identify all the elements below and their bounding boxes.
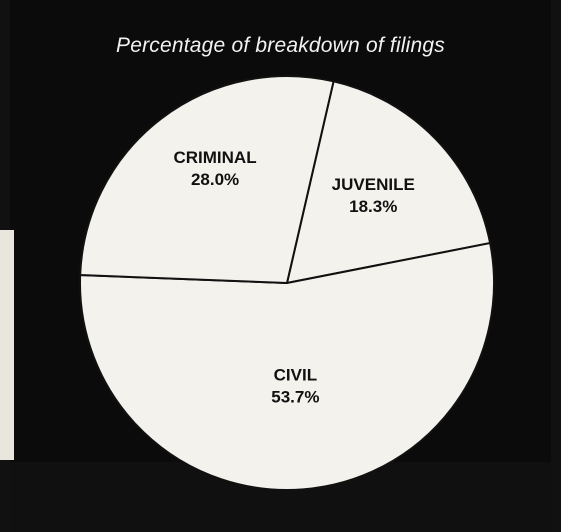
slice-label-civil: CIVIL <box>274 365 317 384</box>
pie-slices <box>79 75 495 491</box>
chart-title: Percentage of breakdown of filings <box>116 34 445 57</box>
page-edge-strip <box>0 230 14 460</box>
pie-slice-civil <box>79 241 495 491</box>
slice-value-juvenile: 18.3% <box>349 197 397 216</box>
slice-label-criminal: CRIMINAL <box>173 148 256 167</box>
slice-value-civil: 53.7% <box>271 387 319 406</box>
pie-labels: JUVENILE 18.3% CIVIL 53.7% CRIMINAL 28.0% <box>173 148 414 406</box>
slice-value-criminal: 28.0% <box>191 170 239 189</box>
slice-label-juvenile: JUVENILE <box>332 175 415 194</box>
pie-slice-criminal <box>79 75 335 285</box>
pie-slice-juvenile <box>285 80 492 285</box>
